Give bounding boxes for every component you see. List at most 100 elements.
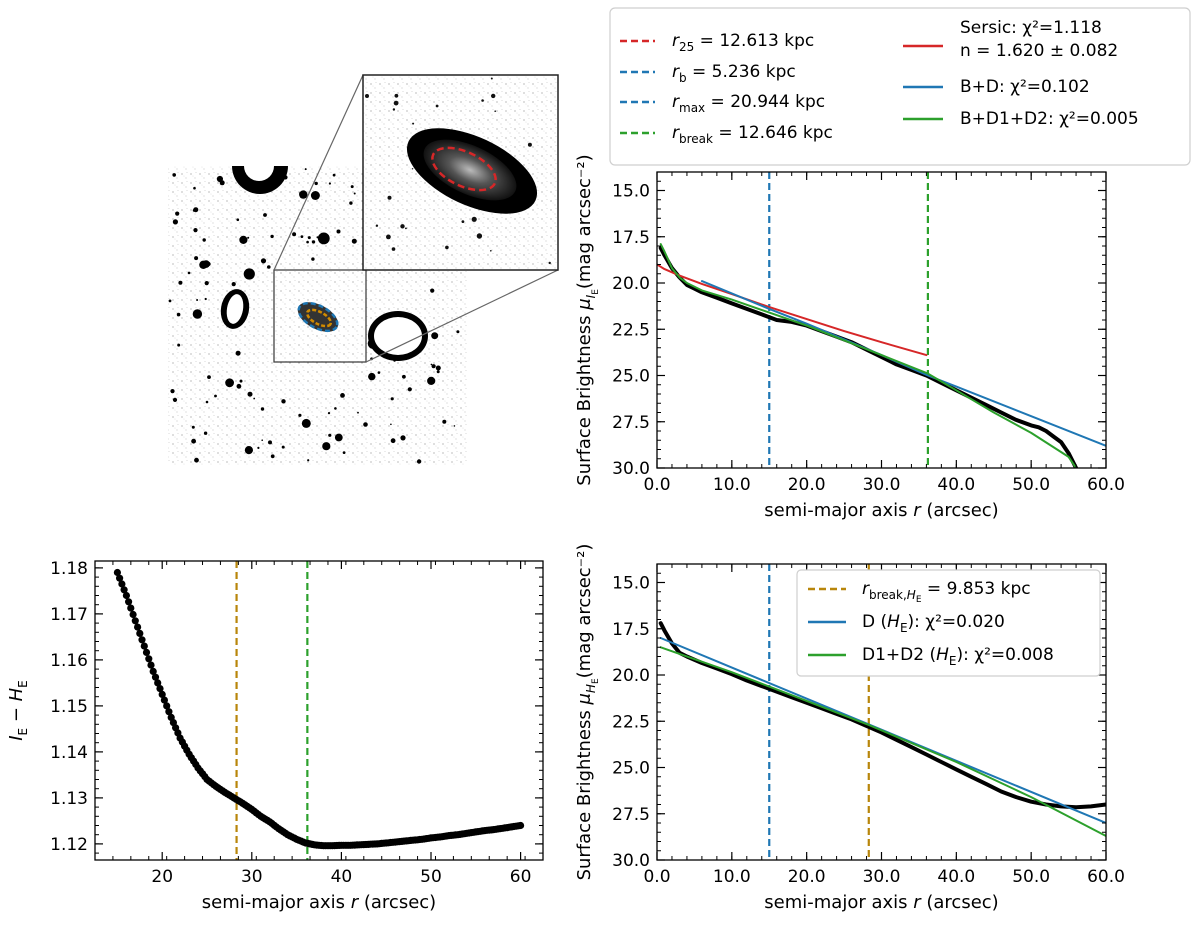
inset-star — [481, 99, 484, 102]
x-tick-label: 30.0 — [863, 475, 901, 495]
field-star — [281, 445, 285, 449]
legend-r25-label: r25 = 12.613 kpc — [672, 31, 814, 54]
legend-rb-label: rb = 5.236 kpc — [672, 62, 796, 85]
field-star — [281, 399, 286, 404]
inset-star — [471, 216, 477, 222]
outer-isophote-ellipse — [297, 301, 339, 333]
inset-star — [391, 247, 396, 251]
field-star — [334, 433, 343, 442]
field-star — [307, 236, 311, 240]
series-data — [658, 245, 1079, 468]
field-star — [311, 257, 315, 261]
data-point — [116, 574, 124, 582]
field-star — [336, 229, 341, 234]
data-point — [138, 636, 146, 644]
target-galaxy — [297, 301, 339, 333]
galaxy-image-panel — [168, 74, 559, 465]
data-point — [136, 629, 144, 638]
field-star — [292, 232, 297, 237]
y-tick-label: 20.0 — [612, 274, 650, 294]
field-star — [239, 235, 248, 244]
inset-star — [400, 224, 405, 229]
field-star — [235, 350, 241, 356]
y-tick-label: 1.17 — [50, 605, 88, 625]
field-star — [247, 391, 253, 397]
field-star — [263, 213, 267, 217]
field-star — [322, 442, 331, 451]
zoom-box — [273, 269, 367, 363]
x-tick-label: 0.0 — [643, 475, 670, 495]
series-data — [658, 621, 1106, 810]
field-star — [203, 431, 208, 435]
chart-color-profile: 20 30 40 50 60 1.12 1.13 1.14 1.15 1.16 1.17 1.18 se… — [6, 559, 544, 913]
field-star — [416, 459, 422, 464]
field-star — [192, 209, 196, 212]
x-tick-label: 60 — [510, 867, 532, 887]
field-star — [214, 394, 217, 398]
y-tick-label: 1.12 — [50, 835, 88, 855]
y-tick-label: 30.0 — [612, 459, 650, 479]
field-star — [239, 379, 243, 383]
field-star — [168, 299, 172, 303]
y-tick-label: 15.0 — [612, 182, 650, 202]
inset-star — [445, 245, 449, 250]
inset-star — [393, 100, 399, 106]
x-tick-label: 20.0 — [788, 867, 826, 887]
field-star — [390, 397, 394, 401]
field-star — [299, 192, 302, 195]
data-point — [134, 623, 142, 631]
legend-frame — [609, 7, 1191, 166]
field-star — [206, 261, 211, 267]
field-star — [328, 433, 332, 437]
legend-bd1d2-label: B+D1+D2: χ²=0.005 — [960, 109, 1139, 129]
field-star — [270, 454, 275, 459]
y-tick-label: 1.18 — [50, 559, 88, 579]
field-star — [430, 288, 435, 293]
y-tick-label: 30.0 — [612, 851, 650, 871]
field-star — [311, 240, 316, 244]
field-star — [172, 397, 178, 402]
field-star — [176, 312, 181, 317]
inset-star — [386, 234, 391, 240]
x-tick-label: 20.0 — [788, 475, 826, 495]
field-star — [349, 201, 353, 205]
field-star — [351, 238, 357, 244]
field-star — [270, 234, 274, 239]
field-star — [205, 400, 209, 404]
field-star — [191, 425, 195, 429]
field-star — [377, 371, 381, 374]
y-tick-label: 17.5 — [612, 228, 650, 248]
inset-star — [527, 142, 532, 147]
inset-star — [375, 224, 379, 227]
x-tick-label: 10.0 — [713, 475, 751, 495]
data-point — [165, 708, 173, 716]
field-star — [298, 413, 302, 417]
axes-frame — [94, 560, 544, 861]
field-star — [407, 387, 412, 392]
data-point — [160, 696, 168, 704]
legend-label: D1+D2 (HE): χ²=0.008 — [862, 645, 1054, 668]
field-star — [332, 173, 336, 177]
series-sersic — [657, 263, 928, 357]
field-star — [340, 393, 345, 398]
legend-label: D (HE): χ²=0.020 — [862, 612, 1005, 635]
data-point — [151, 673, 160, 681]
y-axis-label: Surface Brightness μIE(mag arcsec⁻²) — [574, 154, 601, 485]
inset-star — [490, 250, 492, 252]
data-point — [156, 685, 164, 693]
inset-star — [387, 195, 392, 200]
inset-star — [435, 104, 439, 108]
field-star — [456, 330, 460, 334]
data-point — [131, 617, 139, 625]
inset-star — [412, 122, 415, 125]
legend-sersic-n: n = 1.620 ± 0.082 — [960, 41, 1118, 61]
field-star — [342, 451, 346, 454]
plot-area — [657, 172, 1106, 468]
inset-star — [405, 227, 407, 230]
inner-legend-frame — [796, 569, 1101, 677]
data-point — [517, 821, 525, 830]
field-star — [261, 439, 264, 442]
inset-star — [365, 94, 369, 98]
inset-star — [476, 233, 483, 239]
field-star — [436, 370, 440, 374]
